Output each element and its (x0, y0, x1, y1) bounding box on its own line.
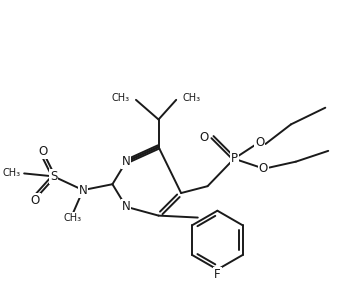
Text: N: N (122, 155, 131, 168)
Text: O: O (38, 145, 47, 158)
Text: CH₃: CH₃ (63, 212, 81, 223)
Text: P: P (231, 152, 238, 165)
Text: N: N (79, 183, 87, 197)
Text: CH₃: CH₃ (182, 93, 200, 103)
Text: O: O (259, 162, 268, 175)
Text: N: N (122, 200, 131, 213)
Text: O: O (255, 135, 264, 149)
Text: S: S (50, 170, 57, 183)
Text: CH₃: CH₃ (2, 168, 20, 178)
Text: CH₃: CH₃ (112, 93, 130, 103)
Text: O: O (199, 131, 208, 144)
Text: F: F (214, 268, 221, 281)
Text: O: O (30, 194, 39, 207)
